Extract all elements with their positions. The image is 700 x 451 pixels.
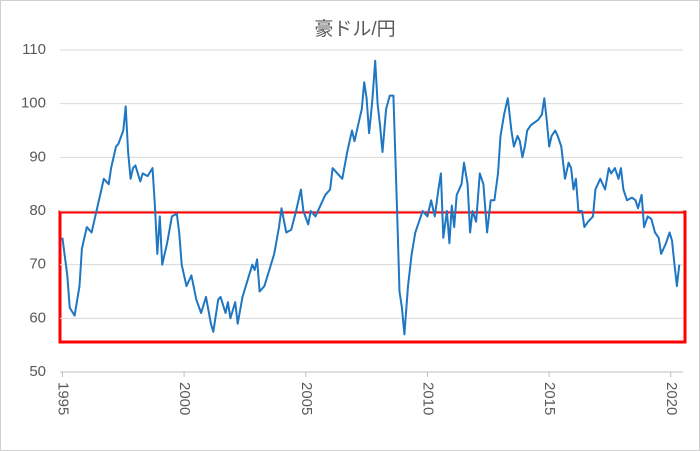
y-tick-label: 110 (22, 41, 46, 58)
x-tick-label: 2010 (420, 382, 437, 415)
data-line (61, 59, 681, 336)
y-tick-label: 60 (29, 309, 46, 326)
y-tick-label: 70 (29, 256, 46, 273)
x-tick-label: 2005 (298, 382, 315, 415)
x-tick-label: 2000 (176, 382, 193, 415)
x-tick-label: 2020 (663, 382, 680, 415)
highlight-box (58, 210, 687, 344)
y-tick-label: 80 (29, 202, 46, 219)
y-tick-label: 100 (21, 95, 46, 112)
x-tick-label: 2015 (541, 382, 558, 415)
y-tick-label: 90 (29, 148, 46, 165)
x-tick-label: 1995 (54, 382, 71, 415)
chart-title: 豪ドル/円 (314, 18, 395, 40)
y-tick-label: 50 (29, 363, 46, 380)
